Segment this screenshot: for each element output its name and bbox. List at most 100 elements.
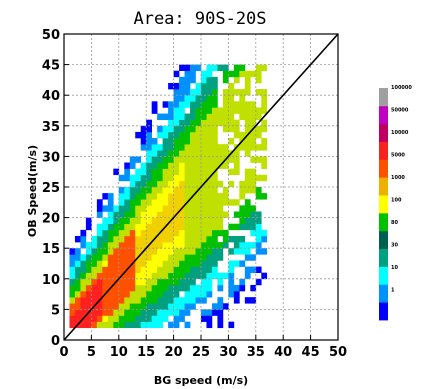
density-cell	[113, 266, 120, 273]
density-cell	[162, 162, 169, 169]
density-cell	[190, 205, 196, 212]
density-cell	[239, 131, 246, 139]
density-cell	[250, 144, 257, 151]
density-cell	[140, 125, 147, 133]
density-cell	[250, 223, 257, 231]
density-cell	[146, 150, 152, 157]
density-cell	[162, 180, 169, 188]
density-cell	[151, 156, 158, 163]
colorbar-segment	[379, 88, 388, 107]
density-cell	[146, 193, 152, 200]
density-cell	[69, 260, 76, 267]
density-cell	[179, 217, 185, 225]
density-cell	[146, 321, 152, 329]
density-cell	[211, 125, 218, 133]
density-cell	[69, 309, 76, 316]
density-cell	[195, 113, 202, 120]
density-cell	[217, 297, 224, 304]
density-cell	[184, 242, 191, 249]
density-cell	[102, 217, 109, 225]
density-cell	[146, 138, 152, 145]
density-cell	[217, 205, 224, 212]
density-cell	[173, 107, 180, 114]
density-cell	[140, 272, 147, 280]
density-cell	[206, 278, 213, 286]
density-cell	[239, 217, 246, 225]
density-cell	[151, 187, 158, 194]
density-cell	[228, 235, 235, 243]
density-cell	[244, 223, 251, 231]
density-cell	[217, 150, 224, 157]
density-cell	[113, 321, 120, 329]
density-cell	[261, 272, 268, 280]
density-cell	[162, 278, 169, 286]
density-cell	[206, 89, 213, 96]
density-cell	[124, 229, 131, 237]
density-cell	[195, 242, 202, 249]
density-cell	[85, 242, 92, 249]
density-cell	[228, 113, 235, 120]
density-cell	[233, 260, 240, 267]
density-cell	[146, 284, 152, 292]
density-cell	[261, 162, 268, 169]
density-cell	[195, 101, 202, 108]
density-cell	[135, 180, 142, 188]
density-cell	[118, 254, 125, 261]
density-cell	[250, 101, 257, 108]
density-cell	[201, 217, 207, 225]
density-cell	[201, 113, 207, 120]
density-cell	[239, 193, 246, 200]
density-cell	[173, 303, 180, 310]
density-cell	[233, 199, 240, 206]
density-cell	[118, 217, 125, 225]
density-cell	[211, 303, 218, 310]
density-cell	[179, 242, 185, 249]
density-cell	[233, 235, 240, 243]
density-cell	[168, 248, 174, 255]
colorbar-segment	[379, 266, 388, 285]
density-cell	[222, 76, 229, 84]
y-tick-label: 30	[42, 150, 60, 165]
density-cell	[157, 248, 163, 255]
density-cell	[239, 187, 246, 194]
density-cell	[184, 89, 191, 96]
density-cell	[244, 187, 251, 194]
density-cell	[190, 254, 196, 261]
density-cell	[206, 138, 213, 145]
density-cell	[129, 284, 136, 292]
density-cell	[146, 278, 152, 286]
density-cell	[190, 284, 196, 292]
density-cell	[201, 205, 207, 212]
density-cell	[228, 156, 235, 163]
density-cell	[129, 254, 136, 261]
density-cell	[255, 144, 262, 151]
density-cell	[74, 303, 81, 310]
density-cell	[228, 89, 235, 96]
density-cell	[184, 131, 191, 139]
density-cell	[140, 309, 147, 316]
density-cell	[146, 291, 152, 298]
density-cell	[168, 138, 174, 145]
density-cell	[195, 260, 202, 267]
density-cell	[96, 242, 103, 249]
density-cell	[102, 321, 109, 329]
density-cell	[113, 309, 120, 316]
density-cell	[222, 101, 229, 108]
density-cell	[190, 229, 196, 237]
density-cell	[244, 254, 251, 261]
density-cell	[211, 156, 218, 163]
density-cell	[201, 89, 207, 96]
density-cell	[102, 205, 109, 212]
y-axis-ticks: 0 5 10 15 20 25 30 35 40 45 50	[42, 28, 69, 349]
density-cell	[228, 199, 235, 206]
density-cell	[146, 297, 152, 304]
x-tick-label: 45	[302, 345, 320, 360]
density-cell	[135, 260, 142, 267]
x-axis-ticks: 0 5 10 15 20 25 30 35 40 45 50	[59, 335, 347, 360]
density-cell	[211, 205, 218, 212]
density-cell	[85, 291, 92, 298]
density-cell	[179, 248, 185, 255]
colorbar-segment	[379, 248, 388, 267]
density-cell	[157, 254, 163, 261]
density-cell	[151, 248, 158, 255]
